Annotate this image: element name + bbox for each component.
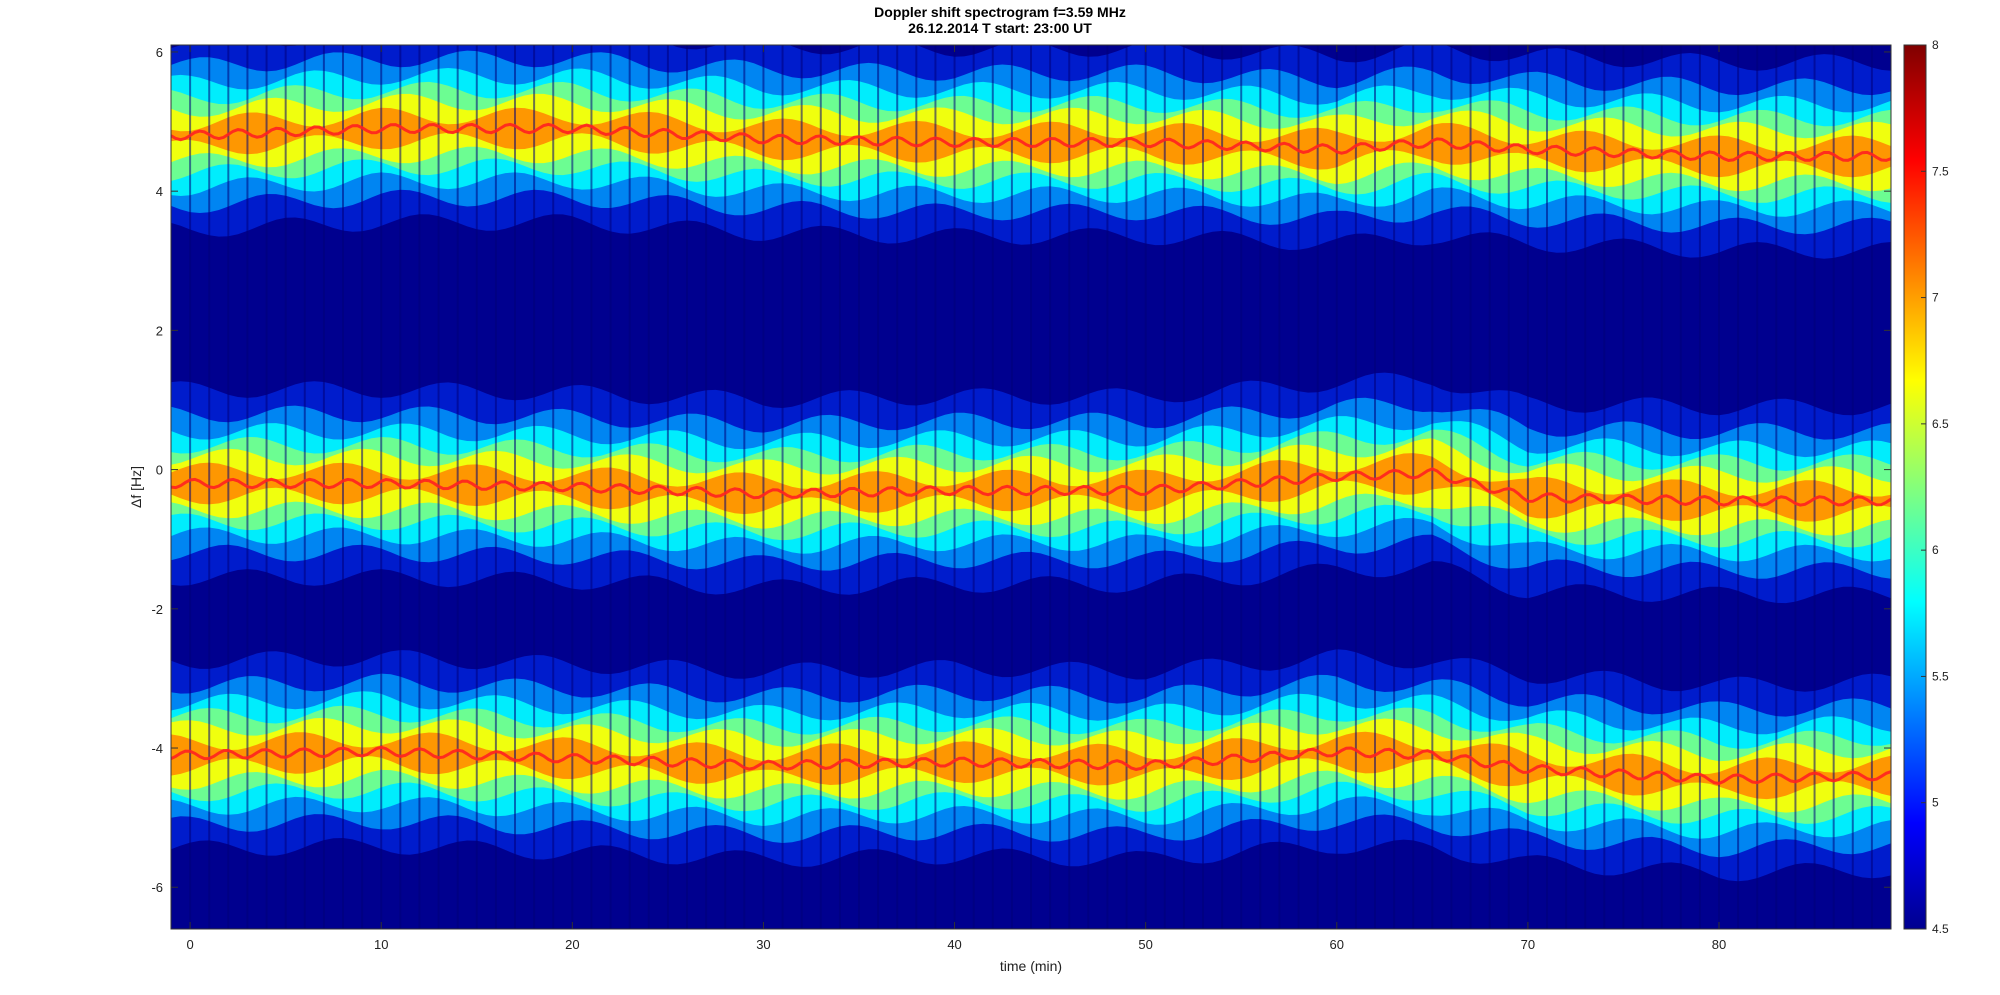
ridge-layer xyxy=(171,122,1891,785)
colorbar-tick-label: 6.5 xyxy=(1932,417,1949,431)
plot-frame xyxy=(170,44,1892,930)
y-tick-label: 0 xyxy=(156,463,163,478)
colorbar-gradient xyxy=(1903,44,1927,930)
colorbar-tick-label: 5 xyxy=(1932,796,1939,810)
colorbar-tick-label: 6 xyxy=(1932,543,1939,557)
y-axis: 6 4 2 0 -2 -4 -6 xyxy=(151,45,1891,895)
x-tick-label: 40 xyxy=(947,937,961,952)
x-axis-label: time (min) xyxy=(1000,958,1062,974)
y-tick-label: -6 xyxy=(151,880,163,895)
x-tick-label: 30 xyxy=(756,937,770,952)
ridge-upper xyxy=(171,122,1891,163)
band-middle xyxy=(171,372,1891,604)
colorbar: 8 7.5 7 6.5 6 5.5 5 4.5 xyxy=(1903,38,1949,936)
y-axis-label: Δf [Hz] xyxy=(128,466,144,508)
y-tick-label: 4 xyxy=(156,184,163,199)
x-tick-label: 20 xyxy=(565,937,579,952)
colorbar-tick-label: 5.5 xyxy=(1932,669,1949,683)
colorbar-ticks: 8 7.5 7 6.5 6 5.5 5 4.5 xyxy=(1921,38,1949,936)
y-tick-label: -4 xyxy=(151,741,163,756)
x-tick-label: 50 xyxy=(1138,937,1152,952)
y-tick-label: 6 xyxy=(156,45,163,60)
x-tick-label: 70 xyxy=(1521,937,1535,952)
colorbar-tick-label: 7 xyxy=(1932,291,1939,305)
x-tick-label: 10 xyxy=(374,937,388,952)
x-tick-label: 80 xyxy=(1712,937,1726,952)
y-tick-label: 2 xyxy=(156,323,163,338)
plot-area xyxy=(170,44,1892,930)
colorbar-tick-label: 8 xyxy=(1932,38,1939,52)
y-tick-label: -2 xyxy=(151,602,163,617)
chart-subtitle: 26.12.2014 T start: 23:00 UT xyxy=(908,20,1092,36)
ridge-lower xyxy=(171,745,1891,785)
x-tick-label: 60 xyxy=(1330,937,1344,952)
colorbar-tick-label: 7.5 xyxy=(1932,164,1949,178)
ridge-middle xyxy=(171,467,1891,507)
x-axis: 0 10 20 30 40 50 60 70 80 xyxy=(186,45,1726,952)
chart-title: Doppler shift spectrogram f=3.59 MHz xyxy=(874,4,1126,20)
colorbar-tick-label: 4.5 xyxy=(1932,922,1949,936)
x-tick-label: 0 xyxy=(186,937,193,952)
